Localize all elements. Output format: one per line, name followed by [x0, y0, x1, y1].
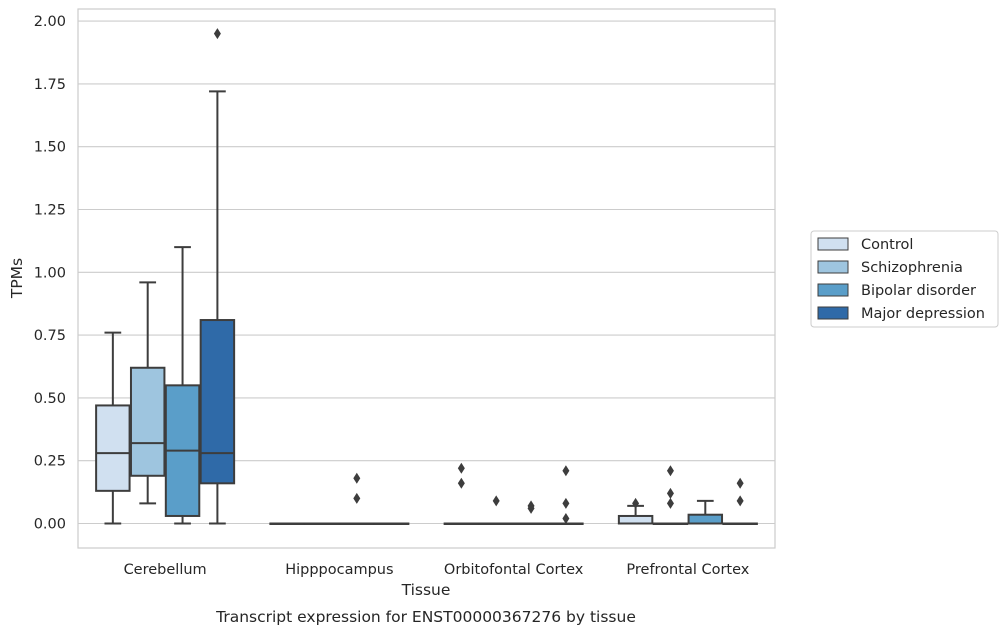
- outlier-point: [562, 465, 570, 477]
- chart-caption: Transcript expression for ENST0000036727…: [215, 608, 636, 626]
- legend-swatch: [817, 237, 849, 251]
- y-tick-label: 1.50: [34, 140, 66, 156]
- outlier-point: [527, 502, 535, 514]
- outlier-point: [457, 477, 465, 489]
- legend-label: Control: [861, 237, 913, 253]
- legend-label: Bipolar disorder: [861, 283, 976, 299]
- iqr-box: [129, 366, 166, 477]
- box-group: [304, 522, 340, 525]
- box-plot-series: [95, 28, 758, 525]
- box-group: [269, 522, 305, 525]
- legend-swatch: [817, 306, 849, 320]
- outlier-point: [666, 465, 674, 477]
- box-group: [95, 331, 131, 525]
- box-group: [373, 522, 410, 525]
- y-tick-label: 0.00: [34, 517, 66, 533]
- legend-label: Major depression: [861, 306, 985, 322]
- iqr-box: [687, 513, 724, 525]
- box-group: [339, 472, 375, 525]
- series-control: [95, 331, 654, 525]
- outlier-point: [736, 495, 744, 507]
- box-group: [443, 462, 480, 525]
- outlier-point: [492, 495, 500, 507]
- y-axis-tick-labels: 0.00 0.25 0.50 0.75 1.00 1.25 1.50 1.75 2.00: [34, 14, 66, 532]
- box-group: [513, 500, 549, 525]
- series-bipolar-disorder: [164, 246, 724, 525]
- outlier-point: [213, 28, 221, 40]
- x-tick-label: Prefrontal Cortex: [626, 562, 749, 578]
- outlier-point: [457, 462, 465, 474]
- outlier-point: [736, 477, 744, 489]
- series-major-depression: [199, 28, 758, 525]
- outlier-point: [562, 512, 570, 524]
- outlier-point: [666, 497, 674, 509]
- y-tick-label: 0.50: [34, 391, 66, 407]
- legend-label: Schizophrenia: [861, 260, 963, 276]
- y-tick-label: 0.25: [34, 454, 66, 470]
- y-axis-title: TPMs: [8, 258, 26, 299]
- outlier-point: [666, 487, 674, 499]
- box-group: [687, 499, 724, 525]
- iqr-box: [199, 319, 236, 485]
- outlier-point: [562, 497, 570, 509]
- box-group: [478, 495, 514, 525]
- x-tick-label: Orbitofontal Cortex: [444, 562, 584, 578]
- y-tick-label: 1.75: [34, 77, 66, 93]
- box-group: [199, 28, 236, 525]
- legend-swatch: [817, 283, 849, 297]
- plot-area-frame: [77, 8, 776, 549]
- y-tick-label: 1.25: [34, 203, 66, 219]
- box-group: [617, 497, 654, 525]
- outlier-point: [353, 492, 361, 504]
- legend-swatch: [817, 260, 849, 274]
- series-schizophrenia: [129, 281, 689, 525]
- y-tick-label: 1.00: [34, 265, 66, 281]
- x-tick-label: Hipppocampus: [285, 562, 393, 578]
- box-group: [164, 246, 201, 525]
- iqr-box: [617, 514, 654, 525]
- box-group: [129, 281, 166, 505]
- legend: Control Schizophrenia Bipolar disorder Majo…: [810, 230, 999, 328]
- outlier-point: [353, 472, 361, 484]
- outlier-point: [632, 497, 640, 509]
- y-tick-label: 0.75: [34, 328, 66, 344]
- box-group: [548, 465, 584, 525]
- box-group: [652, 465, 689, 525]
- y-tick-label: 2.00: [34, 14, 66, 30]
- x-tick-label: Cerebellum: [124, 562, 207, 578]
- legend-frame: [810, 230, 999, 328]
- box-group: [722, 477, 758, 525]
- iqr-box: [95, 404, 131, 492]
- x-axis-tick-labels: Cerebellum Hipppocampus Orbitofontal Corte…: [124, 562, 750, 578]
- x-axis-title: Tissue: [401, 581, 451, 599]
